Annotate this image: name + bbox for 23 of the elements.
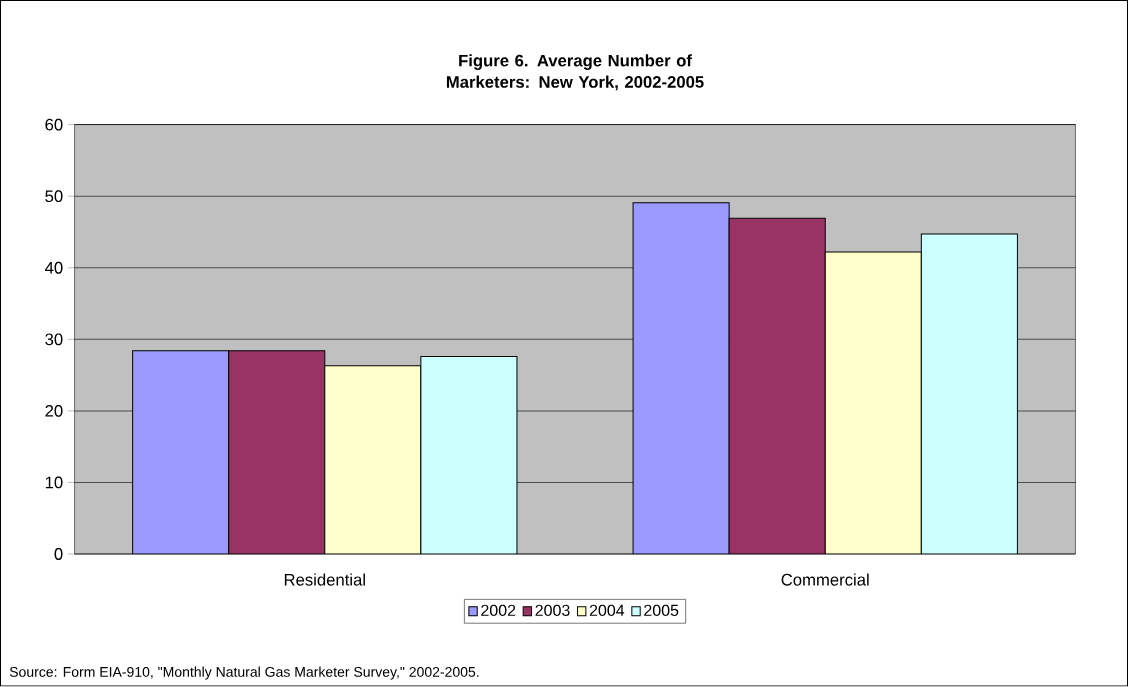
bar [728,218,826,555]
bar [228,350,326,555]
y-tick-label: 30 [45,333,63,346]
bar [632,202,730,555]
y-tick-label: 40 [45,262,63,274]
x-tick-label: Commercial [781,573,869,586]
x-tick-label: Residential [284,573,365,586]
bar [420,356,518,555]
y-tick-label: 0 [54,548,63,561]
legend-label: 2003 [535,604,570,617]
bar [132,350,230,555]
bar [324,365,422,555]
legend-label: 2002 [481,604,516,617]
legend-label: 2005 [644,604,679,617]
y-tick-label: 10 [45,476,63,489]
y-tick-label: 50 [45,190,63,203]
bar [920,233,1018,555]
chart-title: Figure 6. Average Number of Marketers: New York, 2002-2005 [446,54,704,91]
y-tick-label: 60 [45,118,63,131]
source-note: Source: Form EIA-910, "Monthly Natural Gas Marketer Survey," 2002-2005. [9,666,479,680]
bar [824,251,922,555]
y-tick-label: 20 [45,405,63,417]
legend-label: 2004 [589,604,625,617]
